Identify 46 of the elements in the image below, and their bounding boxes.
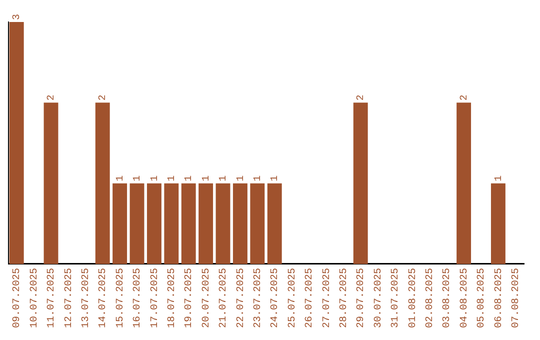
x-tick-label: 09.07.2025 — [12, 268, 24, 328]
x-tick-label: 14.07.2025 — [98, 268, 110, 328]
x-tick-label: 27.07.2025 — [322, 268, 333, 328]
x-tick-label: 06.08.2025 — [494, 268, 505, 328]
x-tick-label: 13.07.2025 — [81, 268, 92, 328]
data-label: 1 — [494, 175, 505, 182]
data-label: 1 — [184, 175, 196, 182]
data-label: 1 — [253, 175, 264, 182]
x-tick-label: 19.07.2025 — [184, 268, 196, 328]
data-label: 2 — [46, 94, 58, 101]
data-label: 3 — [12, 14, 24, 20]
x-tick-label: 29.07.2025 — [356, 268, 368, 328]
x-tick-label: 18.07.2025 — [167, 268, 178, 328]
x-tick-label: 05.08.2025 — [476, 268, 488, 328]
data-label: 1 — [150, 175, 161, 182]
data-label: 1 — [115, 175, 126, 182]
data-label: 1 — [132, 175, 144, 182]
x-tick-label: 22.07.2025 — [236, 268, 247, 328]
x-tick-label: 12.07.2025 — [64, 268, 75, 328]
data-label: 2 — [98, 94, 110, 101]
x-tick-label: 31.07.2025 — [390, 268, 402, 328]
x-tick-label: 02.08.2025 — [425, 268, 436, 328]
x-tick-label: 15.07.2025 — [115, 268, 126, 328]
x-tick-label: 10.07.2025 — [29, 268, 40, 328]
x-tick-label: 21.07.2025 — [218, 268, 230, 328]
x-tick-label: 26.07.2025 — [304, 268, 316, 328]
data-label: 1 — [218, 175, 230, 182]
x-tick-label: 16.07.2025 — [132, 268, 144, 328]
x-tick-label: 04.08.2025 — [459, 268, 470, 328]
x-tick-label: 28.07.2025 — [339, 268, 350, 328]
x-tick-label: 20.07.2025 — [201, 268, 212, 328]
x-tick-label: 07.08.2025 — [511, 268, 522, 328]
x-tick-label: 03.08.2025 — [442, 268, 454, 328]
data-label: 1 — [270, 175, 282, 182]
data-label: 1 — [236, 175, 247, 182]
data-label: 1 — [167, 175, 178, 182]
data-label: 2 — [356, 94, 368, 101]
data-label: 2 — [459, 94, 470, 101]
data-label: 1 — [201, 175, 212, 182]
x-tick-label: 11.07.2025 — [46, 268, 58, 328]
x-tick-label: 25.07.2025 — [287, 268, 298, 328]
x-tick-label: 01.08.2025 — [408, 268, 419, 328]
x-tick-label: 17.07.2025 — [150, 268, 161, 328]
x-tick-label: 24.07.2025 — [270, 268, 282, 328]
x-tick-label: 30.07.2025 — [373, 268, 384, 328]
x-tick-label: 23.07.2025 — [253, 268, 264, 328]
